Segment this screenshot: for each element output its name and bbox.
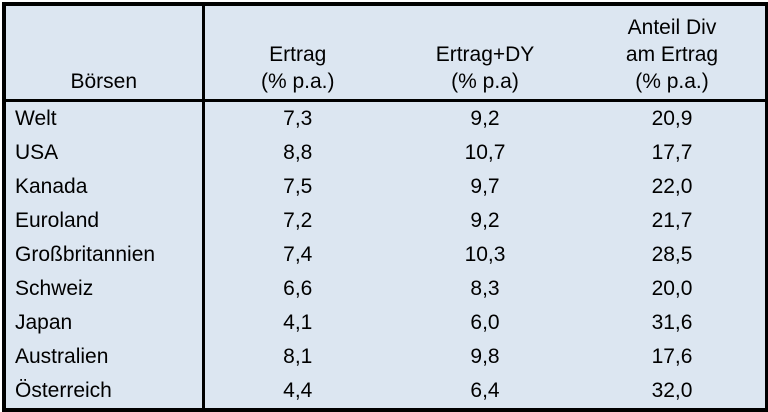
ertrag-dy-cell: 9,8 [470, 345, 500, 368]
boerse-cell: Kanada [4, 170, 205, 204]
column-header-ertrag-dy: Ertrag+DY (% p.a) [435, 43, 535, 94]
ertrag-cell: 7,2 [283, 209, 313, 232]
ertrag-dy-cell: 10,3 [464, 243, 506, 266]
anteil-div-cell: 32,0 [651, 379, 693, 402]
anteil-div-cell: 17,6 [651, 345, 693, 368]
boerse-cell: Euroland [4, 204, 205, 238]
header-row: Börsen Ertrag (% p.a.) Ertrag+DY (% p.a)… [4, 4, 767, 101]
boerse-cell: Österreich [4, 374, 205, 410]
ertrag-cell: 4,4 [283, 379, 313, 402]
table-row: Österreich 4,4 6,4 32,0 [4, 374, 767, 410]
table-row: Japan 4,1 6,0 31,6 [4, 306, 767, 340]
anteil-div-cell: 21,7 [651, 209, 693, 232]
boerse-cell: Welt [4, 100, 205, 136]
table-row: Kanada 7,5 9,7 22,0 [4, 170, 767, 204]
table-row: Welt 7,3 9,2 20,9 [4, 100, 767, 136]
ertrag-cell: 7,5 [283, 175, 313, 198]
table-row: Euroland 7,2 9,2 21,7 [4, 204, 767, 238]
column-header-boersen: Börsen [4, 4, 205, 101]
ertrag-dy-cell: 9,2 [470, 209, 500, 232]
ertrag-cell: 8,1 [283, 345, 313, 368]
ertrag-dy-cell: 9,7 [470, 175, 500, 198]
column-header-ertrag: Ertrag (% p.a.) [260, 43, 335, 94]
boerse-cell: Schweiz [4, 272, 205, 306]
boerse-cell: USA [4, 136, 205, 170]
boerse-cell: Australien [4, 340, 205, 374]
ertrag-cell: 6,6 [283, 277, 313, 300]
ertrag-cell: 7,3 [283, 107, 313, 130]
ertrag-dy-cell: 6,0 [470, 311, 500, 334]
anteil-div-cell: 22,0 [651, 175, 693, 198]
table-row: USA 8,8 10,7 17,7 [4, 136, 767, 170]
ertrag-cell: 7,4 [283, 243, 313, 266]
ertrag-cell: 4,1 [283, 311, 313, 334]
ertrag-dy-cell: 6,4 [470, 379, 500, 402]
ertrag-dy-cell: 8,3 [470, 277, 500, 300]
boerse-cell: Japan [4, 306, 205, 340]
table-row: Australien 8,1 9,8 17,6 [4, 340, 767, 374]
anteil-div-cell: 31,6 [651, 311, 693, 334]
table-row: Schweiz 6,6 8,3 20,0 [4, 272, 767, 306]
boerse-cell: Großbritannien [4, 238, 205, 272]
anteil-div-cell: 20,0 [651, 277, 693, 300]
anteil-div-cell: 28,5 [651, 243, 693, 266]
ertrag-cell: 8,8 [283, 141, 313, 164]
ertrag-dy-cell: 10,7 [464, 141, 506, 164]
column-header-anteil-div: Anteil Div am Ertrag (% p.a.) [625, 16, 719, 94]
table-row: Großbritannien 7,4 10,3 28,5 [4, 238, 767, 272]
anteil-div-cell: 17,7 [651, 141, 693, 164]
ertrag-dy-cell: 9,2 [470, 107, 500, 130]
anteil-div-cell: 20,9 [651, 107, 693, 130]
